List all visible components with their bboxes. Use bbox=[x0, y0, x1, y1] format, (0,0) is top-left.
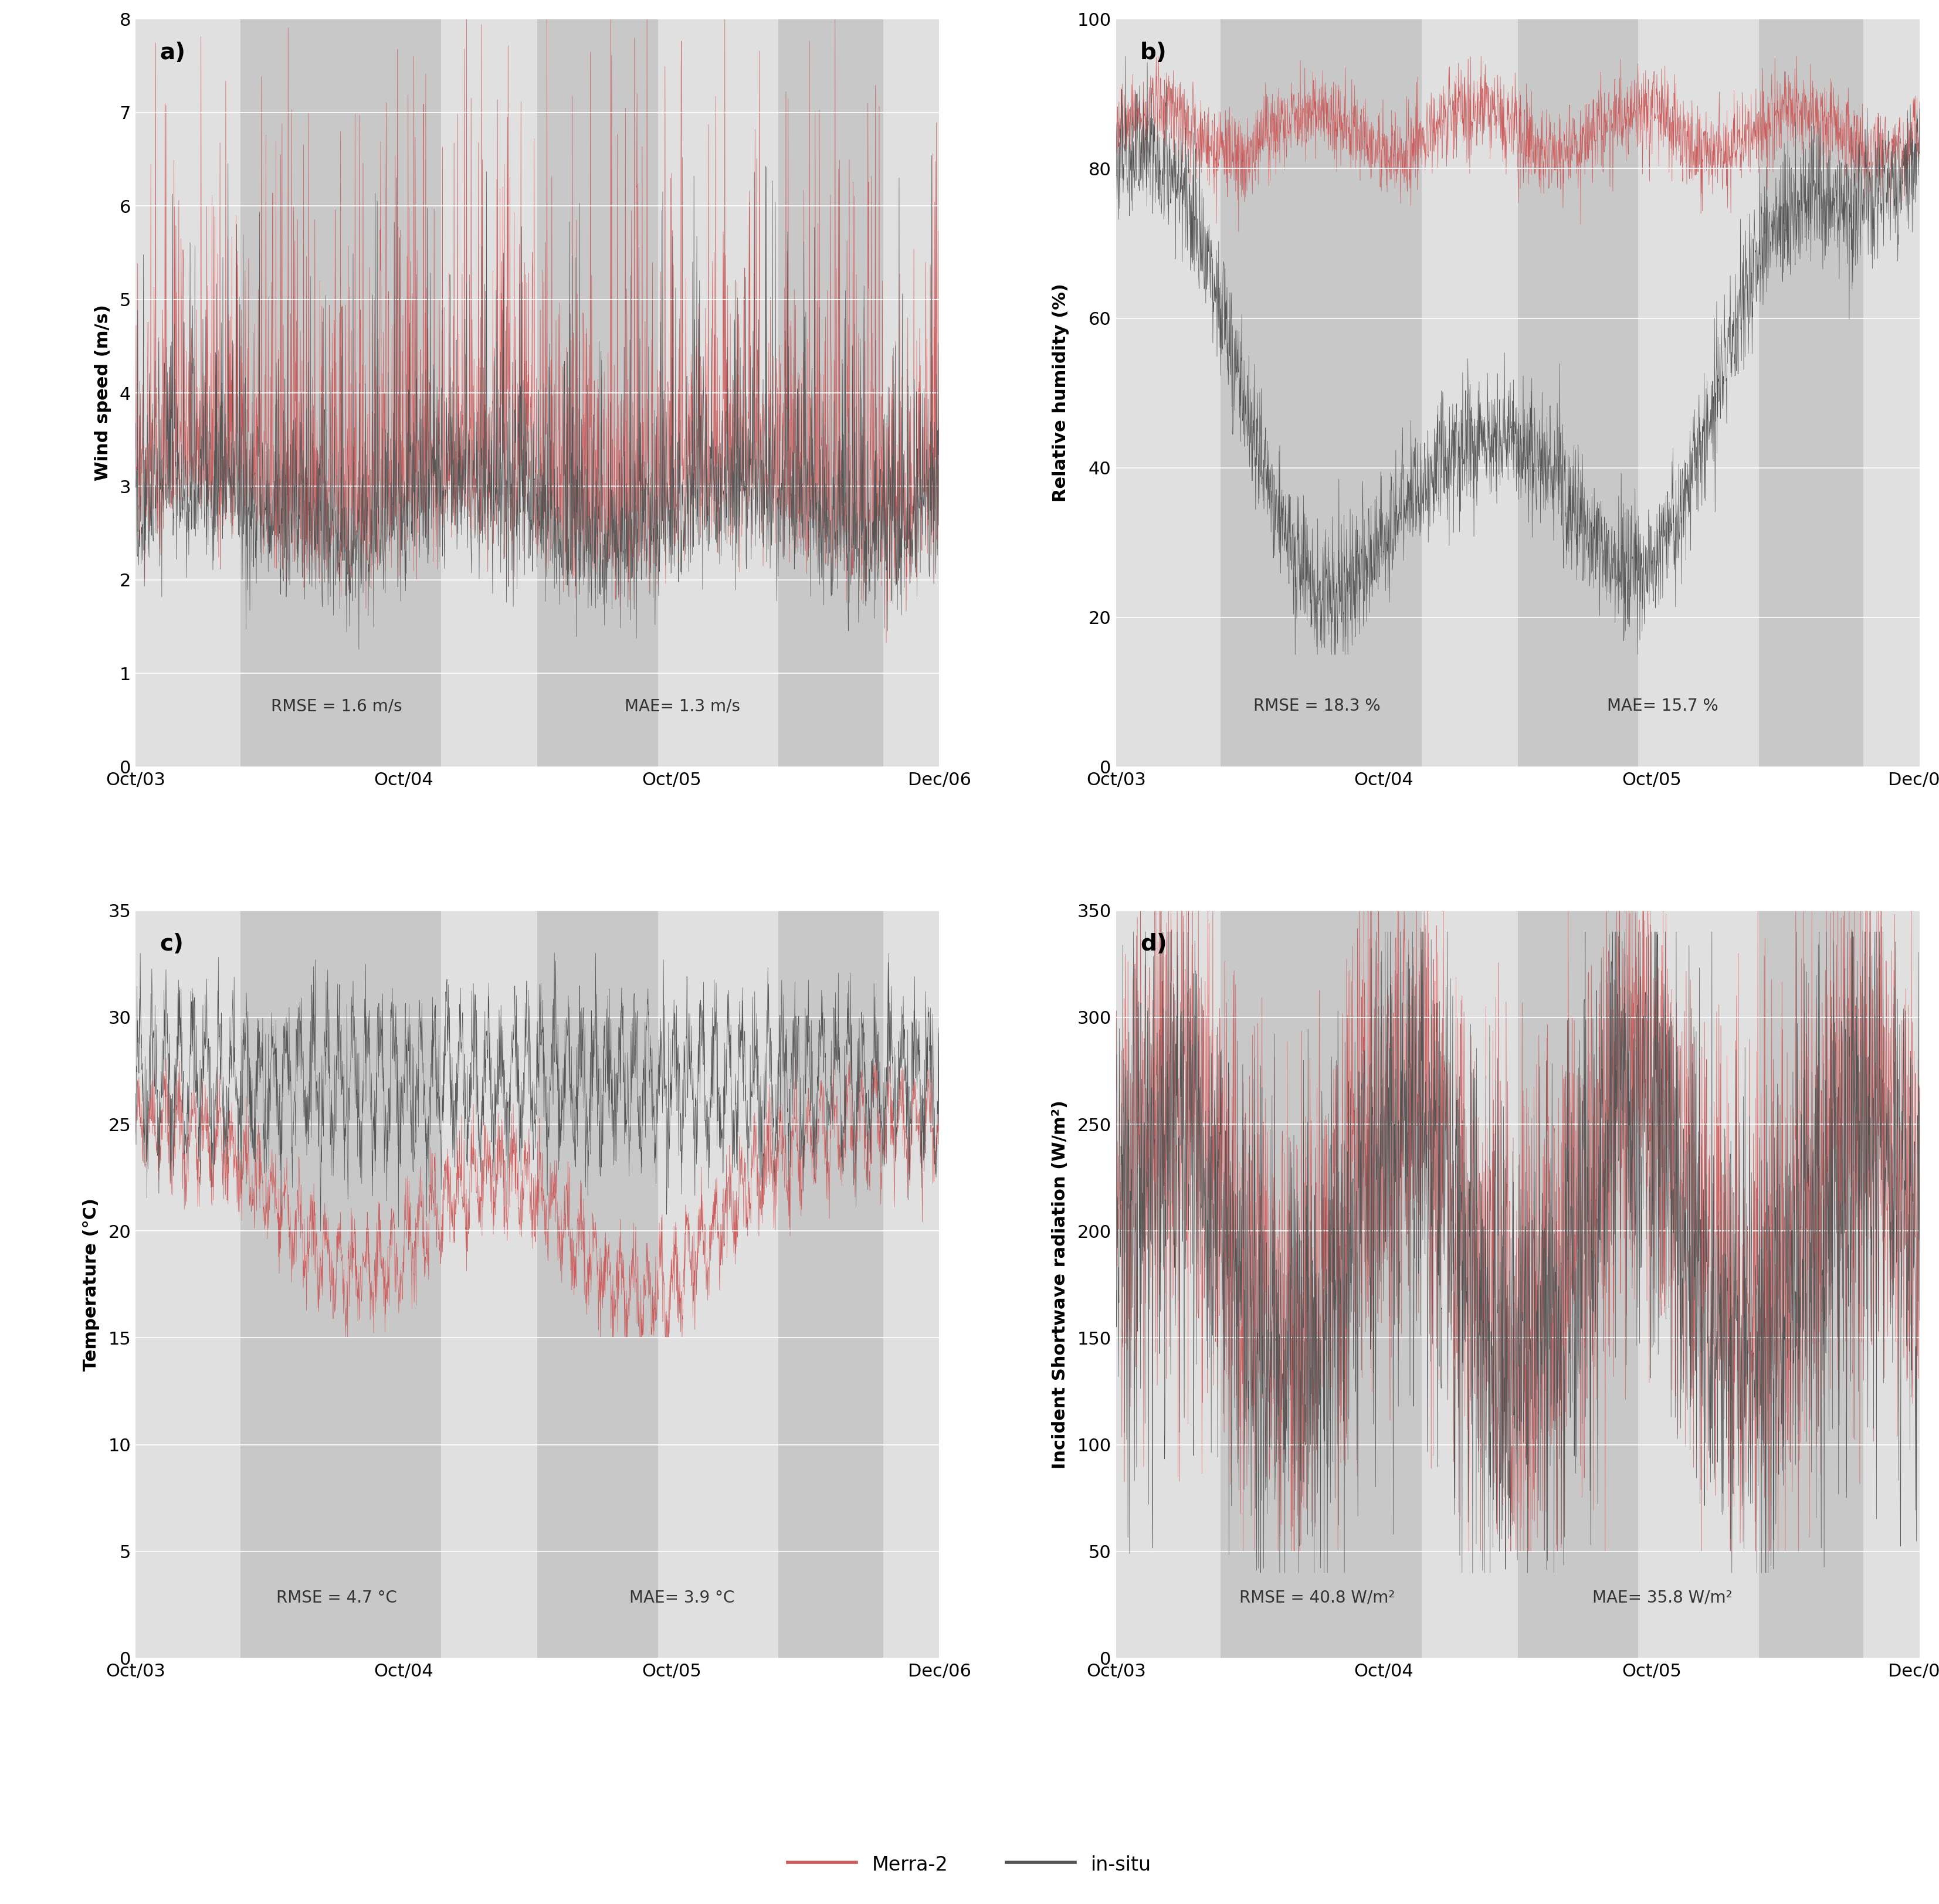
Bar bbox=[882, 19, 938, 767]
Bar bbox=[1759, 19, 1863, 767]
Bar bbox=[1421, 910, 1518, 1658]
Text: RMSE = 18.3 %: RMSE = 18.3 % bbox=[1253, 699, 1381, 714]
Legend: Merra-2, in-situ: Merra-2, in-situ bbox=[778, 1845, 1161, 1885]
Y-axis label: Temperature (°C): Temperature (°C) bbox=[83, 1198, 101, 1371]
Text: RMSE = 1.6 m/s: RMSE = 1.6 m/s bbox=[271, 699, 401, 714]
Bar bbox=[1759, 910, 1863, 1658]
Bar bbox=[1117, 910, 1220, 1658]
Text: MAE= 35.8 W/m²: MAE= 35.8 W/m² bbox=[1592, 1590, 1732, 1605]
Text: MAE= 15.7 %: MAE= 15.7 % bbox=[1607, 699, 1718, 714]
Y-axis label: Wind speed (m/s): Wind speed (m/s) bbox=[95, 305, 111, 482]
Text: RMSE = 4.7 °C: RMSE = 4.7 °C bbox=[275, 1590, 397, 1605]
Text: MAE= 1.3 m/s: MAE= 1.3 m/s bbox=[624, 699, 741, 714]
Bar bbox=[537, 19, 657, 767]
Bar bbox=[882, 910, 938, 1658]
Bar bbox=[440, 19, 537, 767]
Text: c): c) bbox=[159, 933, 184, 956]
Bar bbox=[657, 19, 779, 767]
Bar bbox=[240, 910, 440, 1658]
Bar bbox=[1863, 19, 1920, 767]
Text: a): a) bbox=[159, 42, 186, 63]
Bar bbox=[1638, 19, 1759, 767]
Text: RMSE = 40.8 W/m²: RMSE = 40.8 W/m² bbox=[1239, 1590, 1394, 1605]
Bar bbox=[1518, 910, 1638, 1658]
Bar bbox=[1863, 910, 1920, 1658]
Bar bbox=[240, 19, 440, 767]
Text: MAE= 3.9 °C: MAE= 3.9 °C bbox=[630, 1590, 735, 1605]
Bar bbox=[136, 910, 240, 1658]
Bar bbox=[1421, 19, 1518, 767]
Bar bbox=[779, 19, 882, 767]
Bar bbox=[1220, 19, 1421, 767]
Bar bbox=[136, 19, 240, 767]
Y-axis label: Incident Shortwave radiation (W/m²): Incident Shortwave radiation (W/m²) bbox=[1051, 1101, 1068, 1468]
Text: b): b) bbox=[1140, 42, 1167, 63]
Bar bbox=[1220, 910, 1421, 1658]
Bar bbox=[657, 910, 779, 1658]
Bar bbox=[537, 910, 657, 1658]
Y-axis label: Relative humidity (%): Relative humidity (%) bbox=[1053, 284, 1068, 503]
Bar bbox=[440, 910, 537, 1658]
Bar bbox=[779, 910, 882, 1658]
Bar bbox=[1117, 19, 1220, 767]
Bar bbox=[1518, 19, 1638, 767]
Text: d): d) bbox=[1140, 933, 1167, 956]
Bar bbox=[1638, 910, 1759, 1658]
